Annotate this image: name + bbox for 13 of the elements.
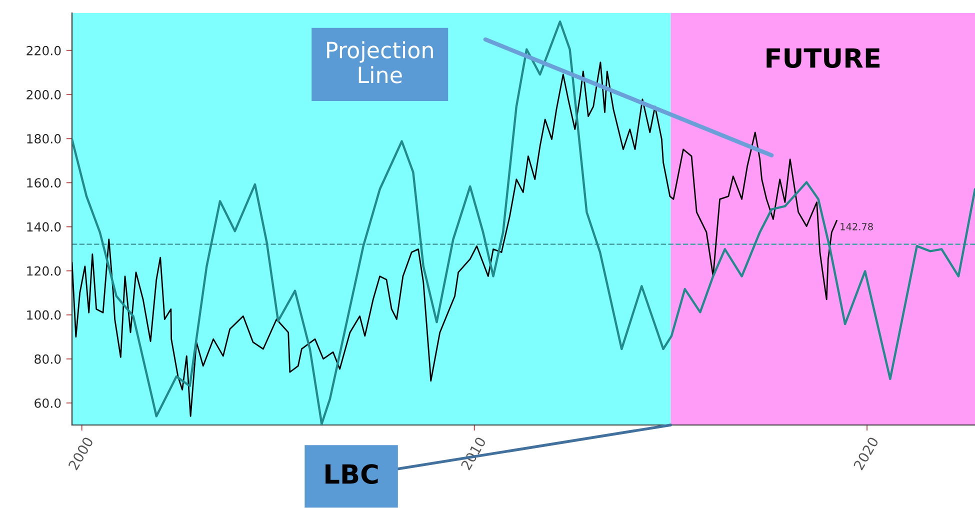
annotation: Projection Line: [327, 41, 433, 84]
y-tick-label: 100.0: [27, 310, 61, 320]
band-label: FUTURE: [766, 48, 880, 68]
annotation: 142.78: [840, 223, 873, 230]
y-tick-label: 160.0: [27, 178, 61, 188]
y-tick-label: 80.0: [34, 354, 61, 364]
annotation: LBC: [326, 464, 378, 484]
y-tick-label: 220.0: [26, 46, 61, 56]
y-tick-label: 120.0: [27, 266, 61, 276]
y-tick-label: 60.0: [34, 398, 61, 408]
y-tick-label: 200.0: [26, 90, 61, 100]
y-tick-label: 140.0: [27, 222, 61, 232]
y-tick-label: 180.0: [27, 134, 61, 144]
